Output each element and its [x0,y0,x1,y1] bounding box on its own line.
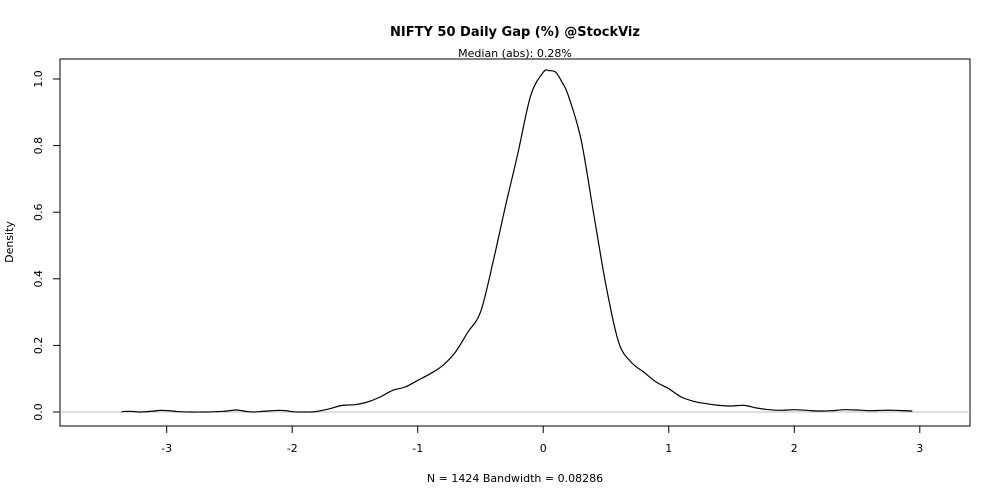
x-tick-label: -2 [287,442,298,455]
density-curve [121,69,913,413]
chart-title: NIFTY 50 Daily Gap (%) @StockViz [390,25,640,40]
y-tick-label: 1.0 [32,70,45,88]
x-tick-label: 1 [665,442,672,455]
y-tick-label: 0.0 [32,403,45,421]
y-tick-label: 0.4 [32,270,45,288]
y-axis: 0.0 0.2 0.4 0.6 0.8 1.0 [32,70,60,421]
plot-frame [59,58,971,427]
x-tick-label: -1 [412,442,423,455]
y-tick-label: 0.8 [32,137,45,155]
chart-subtitle: Median (abs): 0.28% [458,47,572,60]
x-axis: -3 -2 -1 0 1 2 3 [161,426,923,455]
y-tick-label: 0.6 [32,203,45,221]
x-tick-label: 3 [916,442,923,455]
y-axis-label: Density [3,221,16,263]
x-axis-label: N = 1424 Bandwidth = 0.08286 [427,472,603,485]
y-tick-label: 0.2 [32,337,45,355]
x-tick-label: -3 [161,442,172,455]
x-tick-label: 2 [791,442,798,455]
x-tick-label: 0 [540,442,547,455]
